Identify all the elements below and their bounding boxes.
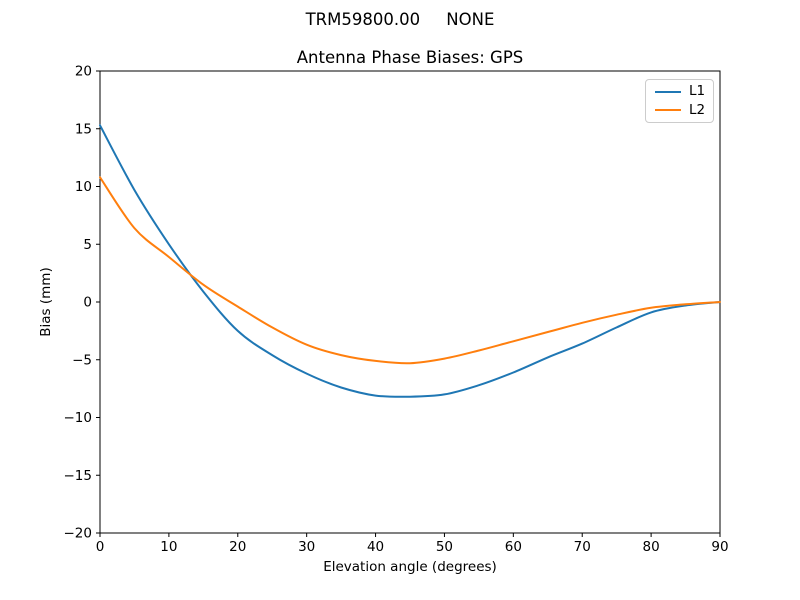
series-line-L1 [99,124,721,398]
legend-label: L1 [689,83,706,99]
y-tick-label: 15 [75,121,92,137]
chart-title: Antenna Phase Biases: GPS [296,48,524,67]
figure-suptitle: TRM59800.00 NONE [305,10,495,29]
y-tick-label: 5 [83,237,92,253]
legend-entry-L2: L2 [655,101,713,118]
y-axis-label: Bias (mm) [38,267,54,336]
legend-line-sample [655,109,681,112]
y-tick-label: −5 [72,352,92,368]
legend: L1 L2 [645,79,714,123]
x-tick-label: 80 [643,539,660,555]
x-tick-label: 30 [298,539,315,555]
x-axis-label: Elevation angle (degrees) [323,559,497,575]
x-tick-label: 60 [505,539,522,555]
x-tick-label: 70 [574,539,591,555]
x-tick-label: 20 [229,539,246,555]
plot-border [99,70,721,534]
x-tick-label: 90 [711,539,728,555]
series-line-L2 [99,176,721,365]
legend-label: L2 [689,101,706,118]
x-tick-label: 10 [160,539,177,555]
y-tick-label: 10 [75,179,92,195]
legend-entry-L1: L1 [655,83,713,99]
x-tick-label: 40 [367,539,384,555]
x-tick-label: 0 [96,539,105,555]
y-tick-label: 0 [83,295,92,311]
legend-line-sample [655,90,681,93]
y-tick-label: −10 [64,410,93,426]
y-tick-label: −15 [64,468,93,484]
x-tick-label: 50 [436,539,453,555]
y-tick-label: −20 [64,526,93,542]
y-tick-label: 20 [75,64,92,80]
